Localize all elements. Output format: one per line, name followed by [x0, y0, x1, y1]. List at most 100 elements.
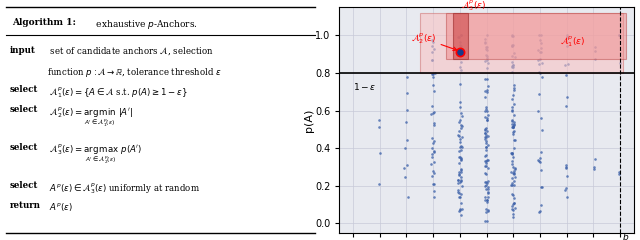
Point: [456, 214, 466, 217]
Point: [480, 59, 490, 63]
Point: [481, 126, 491, 130]
Point: [428, 139, 438, 143]
Point: [509, 183, 520, 187]
Point: [483, 209, 493, 213]
Point: [456, 167, 467, 171]
Text: select: select: [10, 181, 38, 190]
Point: [480, 77, 490, 81]
Point: [562, 195, 572, 199]
Point: [481, 135, 492, 139]
Point: [589, 57, 600, 61]
Point: [456, 175, 466, 179]
Point: [483, 134, 493, 138]
Point: [481, 180, 491, 183]
Point: [536, 185, 547, 188]
Point: [456, 60, 467, 64]
Point: [590, 45, 600, 49]
Point: [456, 68, 466, 72]
Point: [482, 200, 492, 204]
Point: [506, 151, 516, 155]
Point: [507, 34, 517, 37]
Point: [456, 123, 466, 127]
Point: [536, 41, 546, 44]
Text: select: select: [10, 143, 38, 152]
Point: [509, 120, 519, 124]
Point: [483, 113, 493, 117]
Point: [482, 90, 492, 94]
Point: [479, 109, 490, 113]
Point: [429, 171, 439, 175]
Point: [428, 111, 438, 115]
Text: $\mathcal{A}_3^p(\varepsilon)$: $\mathcal{A}_3^p(\varepsilon)$: [461, 0, 486, 13]
Point: [561, 166, 572, 170]
Point: [454, 209, 465, 212]
Point: [428, 169, 438, 173]
Point: [455, 180, 465, 184]
Point: [454, 137, 465, 141]
Point: [456, 168, 466, 172]
Point: [561, 186, 572, 189]
Point: [589, 168, 600, 171]
Point: [508, 212, 518, 216]
Point: [509, 201, 520, 204]
Text: select: select: [10, 85, 38, 94]
Point: [456, 145, 467, 149]
Point: [563, 95, 573, 99]
Point: [481, 119, 492, 122]
Point: [479, 154, 490, 158]
Point: [399, 166, 410, 169]
Text: input: input: [10, 46, 35, 54]
Point: [426, 50, 436, 54]
Point: [483, 158, 493, 162]
Point: [453, 191, 463, 195]
Point: [402, 138, 412, 142]
Text: set of candidate anchors $\mathcal{A}$, selection: set of candidate anchors $\mathcal{A}$, …: [47, 46, 213, 57]
Point: [507, 159, 517, 163]
Point: [534, 159, 544, 163]
Bar: [446, 13, 625, 59]
Point: [507, 119, 517, 123]
Point: [562, 34, 572, 37]
Point: [455, 140, 465, 144]
Point: [453, 188, 463, 192]
Point: [482, 54, 492, 58]
Point: [481, 148, 491, 151]
Text: select: select: [10, 105, 38, 114]
Point: [508, 177, 518, 180]
Point: [428, 83, 438, 87]
Point: [374, 182, 384, 186]
Point: [481, 41, 491, 45]
Point: [429, 195, 439, 199]
Point: [429, 189, 439, 193]
Point: [482, 45, 492, 49]
Point: [561, 45, 572, 48]
Point: [481, 47, 491, 51]
Point: [479, 219, 490, 223]
Point: [454, 35, 464, 39]
Point: [455, 43, 465, 47]
Point: [427, 152, 437, 156]
Point: [480, 115, 490, 119]
Point: [481, 105, 492, 109]
Point: [533, 109, 543, 113]
Text: $1-\varepsilon$: $1-\varepsilon$: [353, 81, 377, 91]
Point: [456, 135, 467, 139]
Point: [481, 180, 491, 184]
Point: [454, 82, 465, 86]
Point: [483, 187, 493, 191]
Point: [506, 65, 516, 68]
Bar: [420, 13, 623, 73]
Point: [453, 35, 463, 39]
Point: [509, 123, 519, 127]
Point: [453, 181, 463, 185]
Point: [455, 155, 465, 159]
Point: [374, 151, 385, 155]
Point: [509, 88, 519, 92]
Text: $A^p(\varepsilon) \in \mathcal{A}_3^p(\varepsilon)$ uniformly at random: $A^p(\varepsilon) \in \mathcal{A}_3^p(\v…: [47, 181, 200, 196]
Point: [454, 50, 465, 54]
Point: [589, 157, 600, 161]
Point: [508, 130, 518, 134]
Point: [481, 172, 491, 176]
Point: [456, 192, 467, 196]
Point: [479, 40, 490, 44]
